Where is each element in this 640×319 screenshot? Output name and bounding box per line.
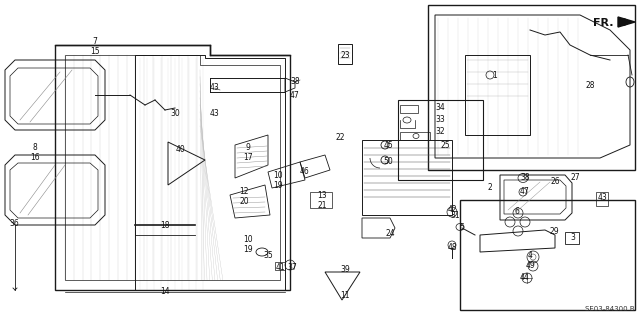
Text: 43: 43 (210, 108, 220, 117)
Text: 29: 29 (549, 227, 559, 236)
Text: 19: 19 (243, 246, 253, 255)
Text: 49: 49 (525, 261, 535, 270)
Bar (400, 105, 418, 113)
Text: 2: 2 (488, 183, 492, 192)
Text: 16: 16 (30, 153, 40, 162)
Text: 28: 28 (585, 80, 595, 90)
Bar (465, 55, 530, 135)
Text: 12: 12 (239, 188, 249, 197)
Text: 30: 30 (170, 108, 180, 117)
Polygon shape (618, 17, 635, 27)
Text: 40: 40 (175, 145, 185, 154)
Text: 41: 41 (275, 263, 285, 272)
Bar (310, 192, 332, 208)
Text: 35: 35 (263, 250, 273, 259)
Text: 42: 42 (447, 205, 457, 214)
Text: 44: 44 (520, 273, 530, 283)
Text: 23: 23 (340, 50, 350, 60)
Bar (398, 100, 483, 180)
Text: FR.: FR. (593, 18, 614, 28)
Text: 19: 19 (273, 181, 283, 189)
Bar (275, 262, 285, 270)
Text: 10: 10 (273, 170, 283, 180)
Text: 27: 27 (570, 174, 580, 182)
Text: 47: 47 (520, 188, 530, 197)
Text: 34: 34 (435, 103, 445, 113)
Text: 10: 10 (243, 235, 253, 244)
Text: 22: 22 (335, 133, 345, 143)
Text: 11: 11 (340, 291, 349, 300)
Text: 38: 38 (520, 174, 530, 182)
Text: 39: 39 (340, 265, 350, 275)
Text: SE03-84300 B: SE03-84300 B (586, 306, 635, 312)
Bar (460, 200, 635, 310)
Bar (596, 192, 608, 206)
Text: 5: 5 (460, 224, 465, 233)
Text: 48: 48 (447, 243, 457, 253)
Text: 4: 4 (527, 250, 532, 259)
Text: 37: 37 (287, 263, 297, 272)
Text: 31: 31 (450, 211, 460, 219)
Bar (362, 140, 452, 215)
Text: 20: 20 (239, 197, 249, 206)
Text: 6: 6 (515, 207, 520, 217)
Bar (565, 232, 579, 244)
Text: 15: 15 (90, 48, 100, 56)
Text: 18: 18 (160, 220, 170, 229)
Text: 32: 32 (435, 128, 445, 137)
Bar (428, 5, 635, 170)
Text: 43: 43 (597, 194, 607, 203)
Text: 7: 7 (93, 38, 97, 47)
Text: 1: 1 (493, 70, 497, 79)
Text: 3: 3 (571, 234, 575, 242)
Text: 50: 50 (383, 158, 393, 167)
Text: 21: 21 (317, 201, 327, 210)
Bar (400, 132, 430, 140)
Text: 8: 8 (33, 144, 37, 152)
Text: 47: 47 (290, 91, 300, 100)
Text: 43: 43 (210, 83, 220, 92)
Text: 36: 36 (9, 219, 19, 227)
Text: 24: 24 (385, 228, 395, 238)
Text: 9: 9 (246, 144, 250, 152)
Text: 17: 17 (243, 153, 253, 162)
Text: 13: 13 (317, 190, 327, 199)
Text: 46: 46 (300, 167, 310, 176)
Text: 33: 33 (435, 115, 445, 124)
Text: 45: 45 (383, 140, 393, 150)
Text: 38: 38 (290, 78, 300, 86)
Text: 26: 26 (550, 177, 560, 187)
Text: 25: 25 (440, 140, 450, 150)
Bar (338, 44, 352, 64)
Text: 14: 14 (160, 287, 170, 296)
